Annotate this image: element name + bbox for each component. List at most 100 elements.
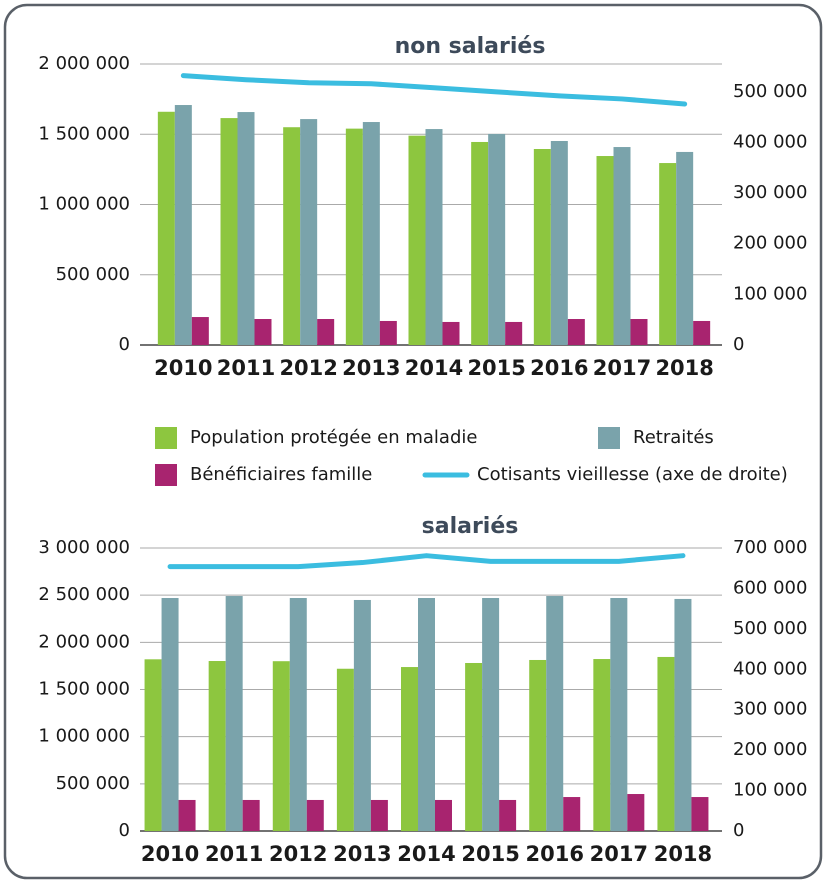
bar	[379, 320, 397, 345]
bar	[425, 129, 443, 345]
bar	[157, 111, 175, 346]
y-tick-label: 2 000 000	[38, 53, 130, 74]
y-tick-label: 0	[119, 820, 130, 841]
y2-tick-label: 200 000	[733, 233, 807, 254]
bar	[630, 319, 648, 345]
x-tick-label: 2012	[279, 356, 337, 380]
bar	[345, 128, 363, 345]
legend-label: Bénéficiaires famille	[190, 464, 372, 485]
bar	[693, 320, 711, 345]
bar	[533, 149, 551, 345]
bar	[676, 151, 694, 345]
x-tick-label: 2015	[461, 842, 519, 866]
x-tick-label: 2015	[467, 356, 525, 380]
chart-title: non salariés	[395, 34, 546, 59]
x-tick-label: 2010	[141, 842, 199, 866]
bar	[482, 597, 500, 831]
x-tick-label: 2014	[397, 842, 455, 866]
bar	[499, 799, 517, 831]
bar	[174, 105, 192, 345]
y-tick-label: 2 500 000	[38, 584, 130, 605]
x-tick-label: 2011	[217, 356, 275, 380]
bar	[488, 133, 506, 345]
bar	[435, 799, 452, 831]
x-tick-label: 2018	[655, 356, 713, 380]
frame	[3, 3, 823, 880]
y2-tick-label: 0	[733, 820, 744, 841]
y2-tick-label: 400 000	[733, 131, 807, 152]
bar	[191, 317, 209, 345]
x-tick-label: 2016	[525, 842, 583, 866]
x-tick-label: 2016	[530, 356, 588, 380]
x-tick-label: 2013	[342, 356, 400, 380]
bar	[237, 112, 255, 346]
bar	[408, 135, 426, 345]
y2-tick-label: 600 000	[733, 577, 807, 598]
bar	[691, 797, 709, 831]
line	[180, 73, 688, 107]
y2-tick-label: 700 000	[733, 537, 807, 558]
bar	[283, 127, 301, 345]
y-tick-label: 3 000 000	[38, 537, 130, 558]
y-tick-label: 1 000 000	[38, 726, 130, 747]
bar	[225, 596, 243, 831]
bar	[546, 596, 564, 831]
x-tick-label: 2012	[269, 842, 327, 866]
bar	[336, 668, 354, 831]
legend-label: Population protégée en maladie	[190, 427, 477, 448]
legend-swatch	[155, 464, 177, 486]
bar	[317, 319, 335, 345]
y-tick-label: 1 500 000	[38, 123, 130, 144]
bar	[254, 319, 272, 345]
line	[167, 553, 686, 570]
bar	[353, 599, 371, 831]
y2-tick-label: 500 000	[733, 618, 807, 639]
x-tick-label: 2014	[405, 356, 463, 380]
legend-label: Retraités	[633, 427, 714, 448]
bar	[657, 656, 675, 831]
y2-tick-label: 100 000	[733, 780, 807, 801]
y-tick-label: 500 000	[56, 264, 130, 285]
legend-swatch	[155, 427, 177, 449]
bar	[178, 799, 196, 831]
bar	[505, 321, 523, 345]
bar	[529, 659, 547, 831]
bar	[362, 122, 380, 346]
y-tick-label: 1 000 000	[38, 194, 130, 215]
y2-tick-label: 300 000	[733, 699, 807, 720]
y2-tick-label: 200 000	[733, 739, 807, 760]
y-tick-label: 0	[119, 334, 130, 355]
bar	[596, 156, 614, 345]
x-tick-label: 2011	[205, 842, 263, 866]
x-tick-label: 2013	[333, 842, 391, 866]
bar	[300, 119, 318, 346]
bar	[272, 661, 290, 831]
legend-label: Cotisants vieillesse (axe de droite)	[477, 464, 788, 485]
bar	[306, 799, 324, 831]
y-tick-label: 500 000	[56, 773, 130, 794]
x-tick-label: 2017	[593, 356, 651, 380]
bar	[144, 659, 162, 831]
bar	[242, 799, 260, 831]
bar	[613, 147, 631, 345]
bar	[161, 597, 179, 831]
bar	[563, 797, 581, 831]
y2-tick-label: 300 000	[733, 182, 807, 203]
bar	[567, 319, 585, 345]
y-tick-label: 1 500 000	[38, 679, 130, 700]
y2-tick-label: 100 000	[733, 283, 807, 304]
bar	[471, 141, 489, 345]
y2-tick-label: 0	[733, 334, 744, 355]
bar	[370, 799, 388, 831]
bar	[659, 163, 677, 345]
bar	[401, 667, 418, 831]
bar	[289, 597, 307, 831]
legend-swatch	[598, 427, 620, 449]
y-tick-label: 2 000 000	[38, 631, 130, 652]
y2-tick-label: 400 000	[733, 658, 807, 679]
bar	[610, 597, 628, 831]
bar	[627, 794, 645, 831]
bar	[674, 598, 692, 831]
bar	[220, 118, 238, 345]
